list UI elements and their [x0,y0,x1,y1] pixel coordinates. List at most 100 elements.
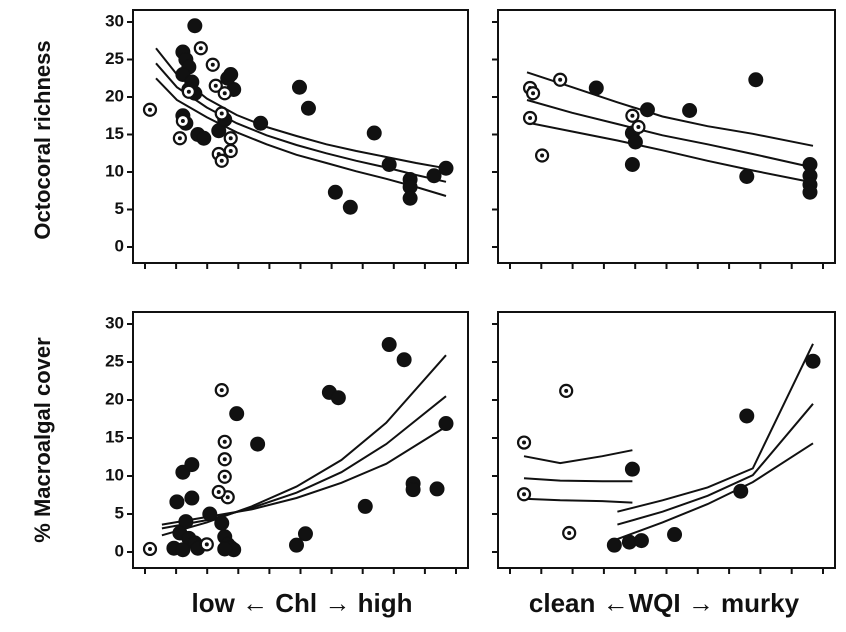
xlabel-left: low ← Chl → high [192,588,413,618]
xlabel-right: clean ←WQI → murky [529,588,800,618]
ci-lower-line [155,77,447,197]
data-point-filled [606,537,622,553]
data-point-open-center [180,119,185,123]
data-point-filled [297,526,313,542]
ci-upper-line [617,343,814,513]
data-point-filled [196,130,212,146]
data-point-filled [624,461,640,477]
data-point-open-center [636,125,641,129]
data-point-filled [366,125,382,141]
data-point-open-center [219,388,224,393]
data-point-open-center [528,116,533,120]
y-tick-label: 15 [105,124,124,143]
data-point-open-center [204,542,209,547]
ci-upper-line [161,354,447,537]
y-tick-label: 30 [105,11,124,30]
ci-lower-line [617,442,814,541]
data-point-filled [169,494,185,510]
y-tick-label: 5 [115,199,124,218]
data-point-open-center [531,91,536,96]
data-point-open-center [225,495,230,500]
panels-layer: 0 5 10 15 20 25 30 0 5 10 15 20 25 30 [105,9,836,574]
data-point-open-center [216,489,221,494]
data-point-filled [291,79,307,95]
data-point-filled [588,80,604,96]
data-point-filled [217,541,233,557]
data-point-open-center [210,62,215,67]
data-point-filled [330,390,346,406]
fit-line [617,403,814,526]
data-point-open-center [630,113,635,118]
data-point-filled [229,406,245,422]
fit-line [155,62,447,183]
data-point-open-center [222,91,227,96]
ci-lower-line [526,121,814,184]
ylabel-top: Octocoral richness [30,40,55,239]
data-point-filled [682,103,698,118]
data-point-filled [300,100,316,116]
data-point-filled [802,184,818,200]
data-point-open-center [147,107,152,112]
data-point-filled [184,457,200,473]
data-point-filled [187,18,203,34]
data-point-open-center [213,83,218,88]
y-tick-label: 0 [115,236,124,255]
data-point-filled [733,483,749,499]
fit-line [526,99,814,169]
data-point-filled [202,506,218,522]
y-tick-label: 10 [105,161,124,180]
data-point-open-center [228,149,233,153]
y-tick-label: 5 [115,503,124,522]
data-point-filled [250,436,266,452]
data-point-open-center [558,77,563,82]
data-point-open-center [186,89,191,94]
y-tick-label: 25 [105,49,124,68]
data-point-open-center [222,474,227,479]
data-point-open-center [222,439,227,444]
data-point-filled [748,72,764,88]
data-point-open-center [564,388,569,393]
y-tick-label: 10 [105,465,124,484]
control-fit-line [523,477,633,483]
data-point-open-center [540,153,545,158]
y-tick-label: 20 [105,86,124,105]
panel-top-left: 0 5 10 15 20 25 30 [105,9,469,269]
ci-upper-line [526,71,814,147]
data-point-open-center [222,457,227,462]
y-tick-label: 25 [105,351,124,370]
data-point-filled [381,157,397,172]
panel-frame [497,311,836,569]
data-point-filled [223,67,239,82]
data-point-open-center [198,46,203,51]
data-point-filled [253,115,269,131]
data-point-open-center [219,158,224,163]
y-tick-label: 30 [105,313,124,332]
data-point-filled [438,160,454,176]
data-point-filled [381,337,397,353]
data-point-open-center [522,440,527,445]
data-point-open-center [228,136,233,141]
control-lower-line [523,497,633,504]
data-point-filled [184,490,200,506]
data-point-filled [357,498,373,514]
data-point-filled [429,481,445,497]
control-upper-line [523,449,633,465]
data-point-filled [639,102,655,118]
data-point-filled [214,515,230,531]
data-point-filled [739,408,755,424]
data-point-filled [396,352,412,368]
ylabel-bottom: % Macroalgal cover [30,337,55,543]
data-point-filled [289,537,304,553]
data-point-filled [805,353,821,369]
panel-bottom-left: 0 5 10 15 20 25 30 [105,311,469,574]
fit-line [161,395,447,530]
data-point-open-center [177,136,182,141]
data-point-open-center [567,531,572,535]
data-point-filled [405,482,421,498]
panel-top-right [492,9,836,269]
data-point-filled [633,533,649,549]
data-point-open-center [219,111,224,116]
data-point-filled [627,134,643,150]
